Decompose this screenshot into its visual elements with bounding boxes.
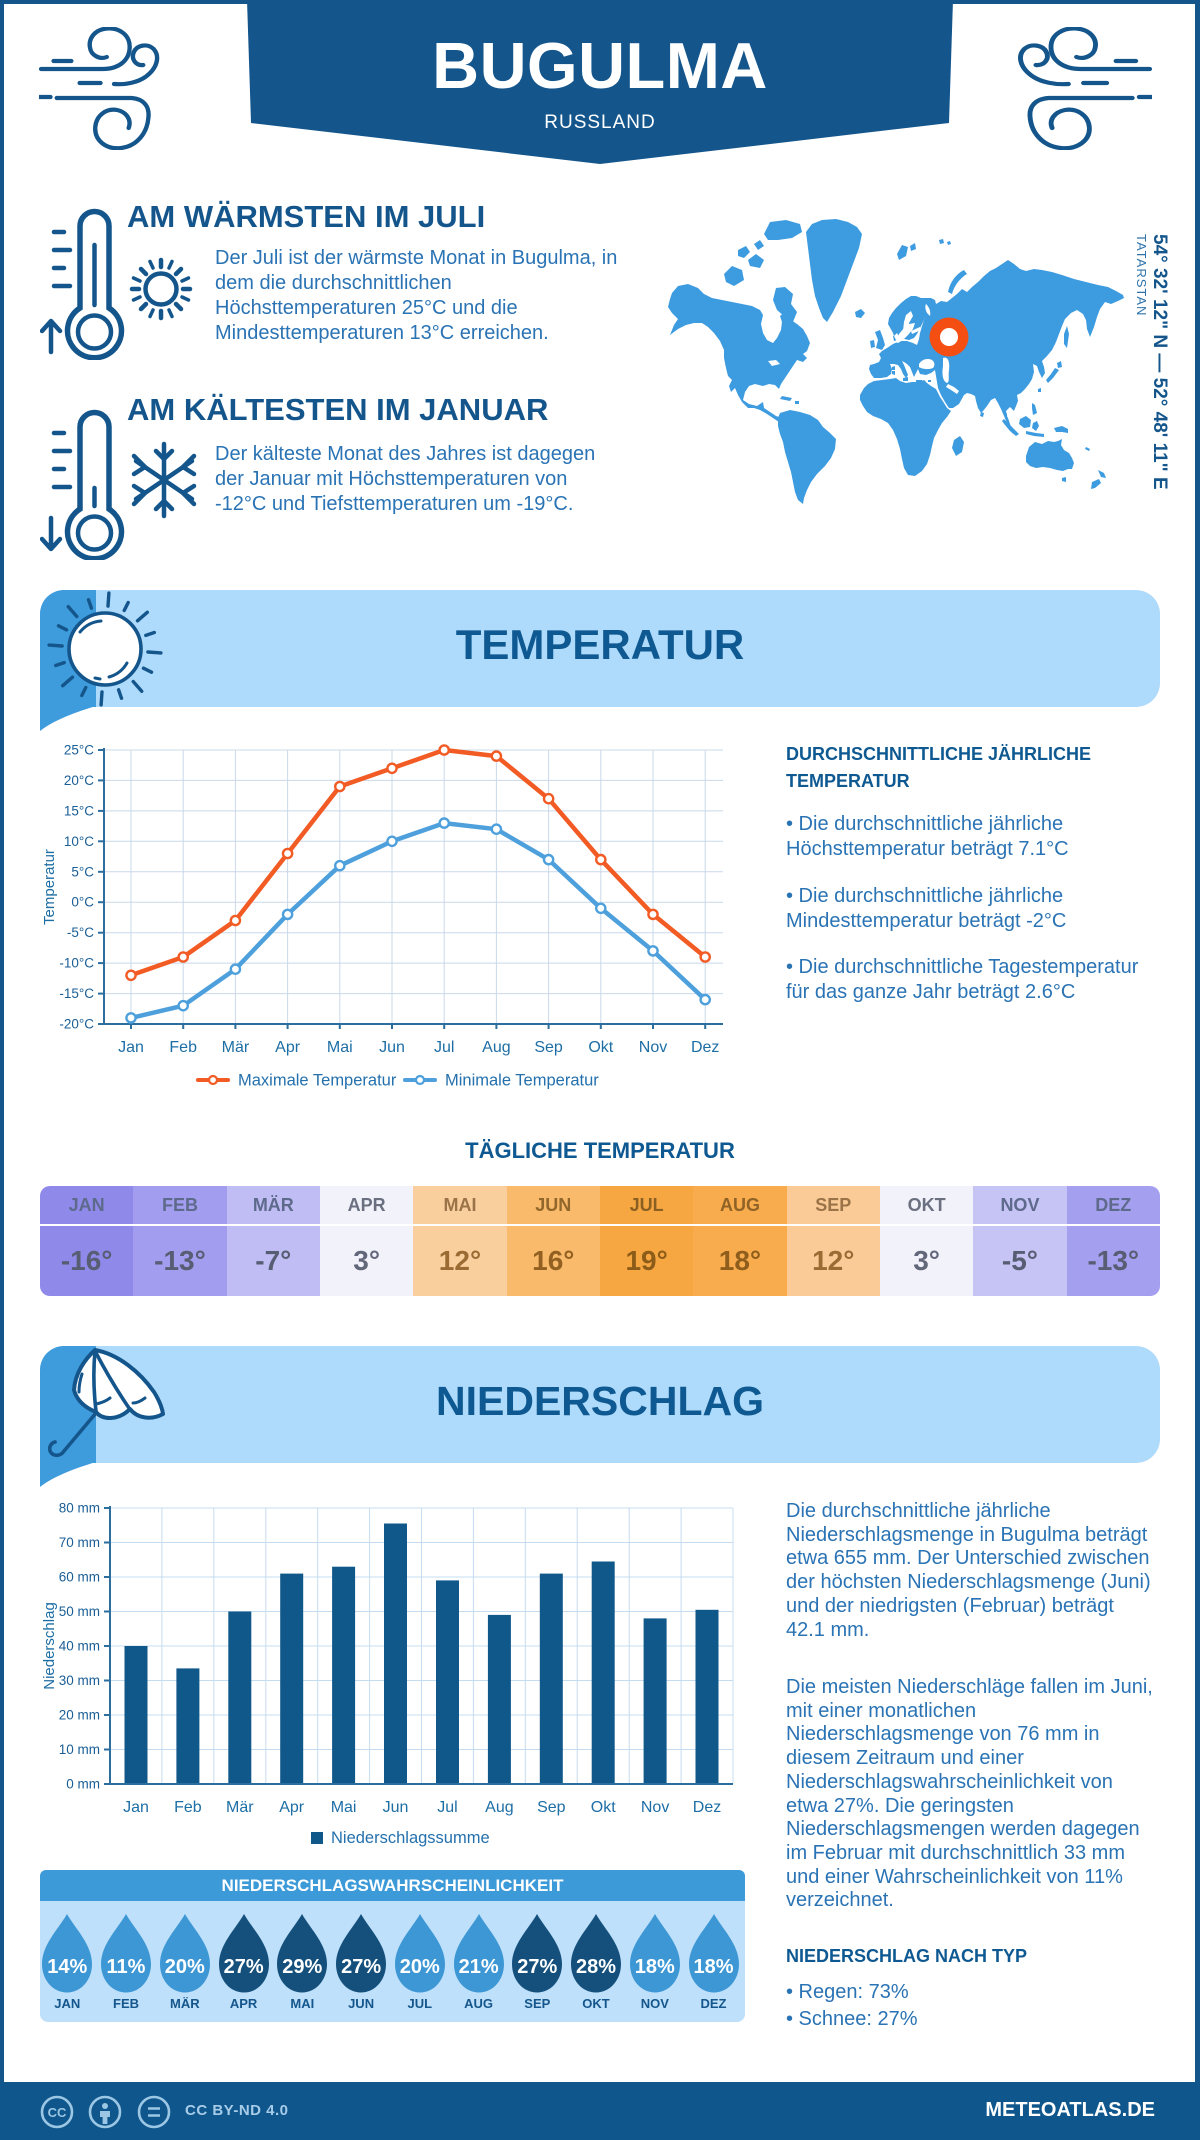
- svg-text:20°C: 20°C: [64, 773, 94, 788]
- svg-text:Nov: Nov: [641, 1799, 669, 1816]
- svg-text:5°C: 5°C: [71, 864, 94, 879]
- svg-text:Dez: Dez: [691, 1039, 719, 1056]
- svg-text:Jul: Jul: [437, 1799, 457, 1816]
- svg-text:Nov: Nov: [639, 1039, 667, 1056]
- svg-text:-15°C: -15°C: [59, 986, 94, 1001]
- svg-text:Okt: Okt: [591, 1799, 616, 1816]
- svg-text:Feb: Feb: [169, 1039, 197, 1056]
- svg-text:-10°C: -10°C: [59, 956, 94, 971]
- svg-text:Sep: Sep: [534, 1039, 563, 1056]
- svg-text:-20°C: -20°C: [59, 1017, 94, 1032]
- svg-text:0 mm: 0 mm: [66, 1777, 100, 1792]
- svg-text:Sep: Sep: [537, 1799, 566, 1816]
- svg-text:70 mm: 70 mm: [59, 1535, 100, 1550]
- svg-text:15°C: 15°C: [64, 803, 94, 818]
- svg-text:40 mm: 40 mm: [59, 1639, 100, 1654]
- svg-text:10°C: 10°C: [64, 834, 94, 849]
- svg-text:Mär: Mär: [222, 1039, 250, 1056]
- svg-text:0°C: 0°C: [71, 895, 94, 910]
- svg-text:Maximale Temperatur: Maximale Temperatur: [238, 1072, 397, 1090]
- svg-text:Jan: Jan: [118, 1039, 144, 1056]
- svg-text:Jun: Jun: [379, 1039, 405, 1056]
- svg-text:Niederschlagssumme: Niederschlagssumme: [331, 1829, 490, 1847]
- svg-text:Aug: Aug: [482, 1039, 510, 1056]
- svg-text:80 mm: 80 mm: [59, 1501, 100, 1516]
- svg-text:30 mm: 30 mm: [59, 1673, 100, 1688]
- svg-text:Dez: Dez: [693, 1799, 721, 1816]
- svg-text:50 mm: 50 mm: [59, 1604, 100, 1619]
- svg-text:Mai: Mai: [331, 1799, 357, 1816]
- svg-text:Jul: Jul: [434, 1039, 454, 1056]
- svg-text:Okt: Okt: [588, 1039, 613, 1056]
- svg-text:Apr: Apr: [279, 1799, 305, 1816]
- svg-text:Feb: Feb: [174, 1799, 202, 1816]
- svg-text:60 mm: 60 mm: [59, 1570, 100, 1585]
- svg-text:Apr: Apr: [275, 1039, 301, 1056]
- svg-text:Jun: Jun: [383, 1799, 409, 1816]
- svg-text:20 mm: 20 mm: [59, 1708, 100, 1723]
- svg-text:Jan: Jan: [123, 1799, 149, 1816]
- svg-text:Niederschlag: Niederschlag: [41, 1602, 58, 1690]
- svg-text:Mär: Mär: [226, 1799, 254, 1816]
- svg-text:CC: CC: [48, 2105, 67, 2120]
- svg-text:Mai: Mai: [327, 1039, 353, 1056]
- svg-text:10 mm: 10 mm: [59, 1742, 100, 1757]
- svg-text:-5°C: -5°C: [67, 925, 94, 940]
- svg-text:Temperatur: Temperatur: [41, 849, 58, 925]
- svg-text:25°C: 25°C: [64, 743, 94, 758]
- svg-text:Aug: Aug: [485, 1799, 513, 1816]
- svg-text:Minimale Temperatur: Minimale Temperatur: [445, 1072, 599, 1090]
